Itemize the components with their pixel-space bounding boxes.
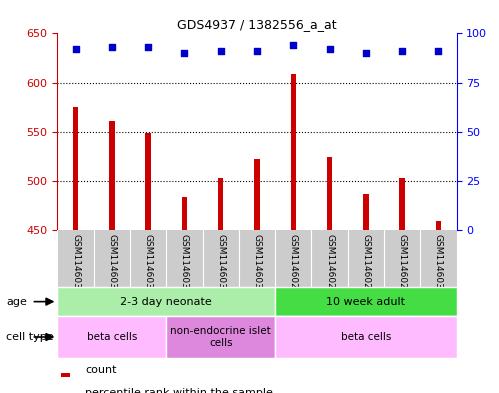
- Text: 10 week adult: 10 week adult: [326, 297, 405, 307]
- Text: non-endocrine islet
cells: non-endocrine islet cells: [170, 326, 271, 348]
- Point: [253, 48, 261, 54]
- Text: percentile rank within the sample: percentile rank within the sample: [85, 388, 273, 393]
- Text: GSM1146026: GSM1146026: [289, 235, 298, 295]
- Bar: [182, 196, 187, 393]
- Bar: [218, 178, 224, 393]
- Text: GSM1146027: GSM1146027: [325, 235, 334, 295]
- Point: [108, 44, 116, 50]
- Point: [181, 50, 189, 56]
- Bar: [254, 159, 259, 393]
- Bar: [145, 132, 151, 393]
- Text: beta cells: beta cells: [341, 332, 391, 342]
- Text: GSM1146030: GSM1146030: [434, 235, 443, 295]
- Text: GSM1146028: GSM1146028: [361, 235, 370, 295]
- Bar: [61, 373, 70, 376]
- Text: GSM1146029: GSM1146029: [398, 235, 407, 295]
- Text: 2-3 day neonate: 2-3 day neonate: [120, 297, 212, 307]
- Bar: [57, 287, 275, 316]
- Text: age: age: [6, 297, 27, 307]
- Title: GDS4937 / 1382556_a_at: GDS4937 / 1382556_a_at: [177, 18, 337, 31]
- Bar: [290, 73, 296, 393]
- Text: cell type: cell type: [6, 332, 53, 342]
- Point: [362, 50, 370, 56]
- Bar: [57, 316, 166, 358]
- Point: [144, 44, 152, 50]
- Point: [435, 48, 443, 54]
- Text: GSM1146036: GSM1146036: [252, 235, 261, 295]
- Text: GSM1146033: GSM1146033: [144, 235, 153, 295]
- Text: beta cells: beta cells: [87, 332, 137, 342]
- Bar: [436, 221, 441, 393]
- Text: count: count: [85, 365, 117, 375]
- Text: GSM1146031: GSM1146031: [71, 235, 80, 295]
- Bar: [166, 316, 275, 358]
- Point: [71, 46, 79, 52]
- Bar: [363, 193, 369, 393]
- Text: GSM1146034: GSM1146034: [180, 235, 189, 295]
- Bar: [399, 178, 405, 393]
- Bar: [275, 316, 457, 358]
- Point: [325, 46, 333, 52]
- Bar: [109, 121, 115, 393]
- Bar: [73, 107, 78, 393]
- Text: GSM1146035: GSM1146035: [216, 235, 225, 295]
- Point: [289, 42, 297, 48]
- Text: GSM1146032: GSM1146032: [107, 235, 116, 295]
- Point: [398, 48, 406, 54]
- Point: [217, 48, 225, 54]
- Bar: [327, 157, 332, 393]
- Bar: [275, 287, 457, 316]
